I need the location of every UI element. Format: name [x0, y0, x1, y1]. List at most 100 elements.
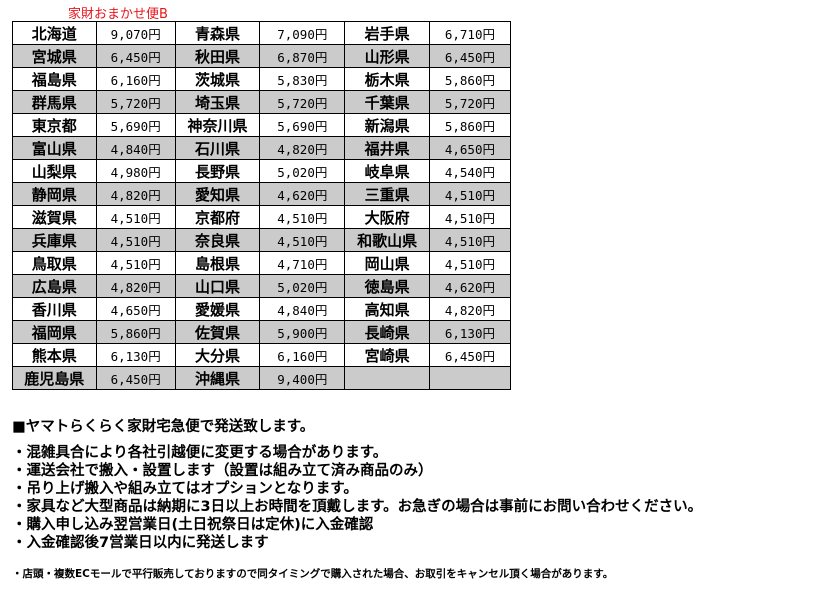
price-cell: 4,510円	[428, 182, 512, 206]
prefecture-cell: 福井県	[344, 136, 430, 160]
price-cell: 6,450円	[428, 343, 512, 367]
price-cell: 4,820円	[428, 297, 512, 321]
price-cell: 4,510円	[428, 205, 512, 229]
prefecture-cell: 福岡県	[12, 320, 97, 344]
note-item: ・運送会社で搬入・設置します（設置は組み立て済み商品のみ）	[12, 463, 433, 479]
prefecture-cell: 福島県	[12, 67, 97, 91]
prefecture-cell: 富山県	[12, 136, 97, 160]
price-cell: 9,400円	[259, 366, 346, 390]
price-cell: 5,720円	[95, 90, 176, 114]
prefecture-cell: 新潟県	[344, 113, 430, 137]
table-row: 北海道 9,070円 青森県 7,090円 岩手県 6,710円	[12, 21, 512, 45]
prefecture-cell: 長崎県	[344, 320, 430, 344]
prefecture-cell: 山形県	[344, 44, 430, 68]
note-item: ・混雑具合により各社引越便に変更する場合があります。	[12, 445, 388, 461]
prefecture-cell: 秋田県	[174, 44, 261, 68]
prefecture-cell: 鳥取県	[12, 251, 97, 275]
price-cell: 6,160円	[259, 343, 346, 367]
prefecture-cell: 宮崎県	[344, 343, 430, 367]
price-cell: 5,020円	[259, 159, 346, 183]
price-cell: 5,020円	[259, 274, 346, 298]
prefecture-cell: 青森県	[174, 21, 261, 45]
price-cell: 5,860円	[95, 320, 176, 344]
price-cell: 4,510円	[259, 228, 346, 252]
note-item: ・入金確認後7営業日以内に発送します	[12, 535, 269, 551]
prefecture-cell: 岡山県	[344, 251, 430, 275]
table-row: 滋賀県 4,510円 京都府 4,510円 大阪府 4,510円	[12, 205, 512, 229]
price-cell: 4,650円	[428, 136, 512, 160]
note-item: ・家具など大型商品は納期に3日以上お時間を頂戴します。お急ぎの場合は事前にお問い…	[12, 499, 703, 515]
table-row: 静岡県 4,820円 愛知県 4,620円 三重県 4,510円	[12, 182, 512, 206]
table-row: 熊本県 6,130円 大分県 6,160円 宮崎県 6,450円	[12, 343, 512, 367]
prefecture-cell: 和歌山県	[344, 228, 430, 252]
table-row: 兵庫県 4,510円 奈良県 4,510円 和歌山県 4,510円	[12, 228, 512, 252]
prefecture-cell: 高知県	[344, 297, 430, 321]
price-cell: 4,820円	[259, 136, 346, 160]
prefecture-cell: 奈良県	[174, 228, 261, 252]
prefecture-cell: 茨城県	[174, 67, 261, 91]
price-cell: 5,720円	[428, 90, 512, 114]
price-cell: 4,620円	[259, 182, 346, 206]
prefecture-cell: 島根県	[174, 251, 261, 275]
table-row: 富山県 4,840円 石川県 4,820円 福井県 4,650円	[12, 136, 512, 160]
price-cell: 5,860円	[428, 113, 512, 137]
table-row: 山梨県 4,980円 長野県 5,020円 岐阜県 4,540円	[12, 159, 512, 183]
price-cell: 5,720円	[259, 90, 346, 114]
table-row: 福島県 6,160円 茨城県 5,830円 栃木県 5,860円	[12, 67, 512, 91]
note-item: ・吊り上げ搬入や組み立てはオプションとなります。	[12, 481, 358, 497]
prefecture-cell: 徳島県	[344, 274, 430, 298]
prefecture-cell: 山梨県	[12, 159, 97, 183]
price-cell: 9,070円	[95, 21, 176, 45]
prefecture-cell: 滋賀県	[12, 205, 97, 229]
table-row: 福岡県 5,860円 佐賀県 5,900円 長崎県 6,130円	[12, 320, 512, 344]
price-cell: 5,690円	[95, 113, 176, 137]
price-cell: 4,510円	[95, 251, 176, 275]
prefecture-cell: 熊本県	[12, 343, 97, 367]
prefecture-cell: 沖縄県	[174, 366, 261, 390]
price-cell: 4,510円	[428, 228, 512, 252]
price-cell: 6,160円	[95, 67, 176, 91]
price-cell: 4,650円	[95, 297, 176, 321]
price-cell: 4,840円	[259, 297, 346, 321]
price-cell: 4,620円	[428, 274, 512, 298]
prefecture-cell: 岩手県	[344, 21, 430, 45]
price-cell: 6,130円	[428, 320, 512, 344]
price-cell: 4,510円	[259, 205, 346, 229]
price-cell: 4,510円	[95, 205, 176, 229]
price-cell: 4,980円	[95, 159, 176, 183]
prefecture-cell: 栃木県	[344, 67, 430, 91]
shipping-notes: ■ヤマトらくらく家財宅急便で発送致します。 ・混雑具合により各社引越便に変更する…	[12, 415, 702, 581]
prefecture-cell: 山口県	[174, 274, 261, 298]
prefecture-cell: 三重県	[344, 182, 430, 206]
price-cell: 6,450円	[95, 366, 176, 390]
prefecture-cell: 大分県	[174, 343, 261, 367]
price-cell: 4,510円	[428, 251, 512, 275]
prefecture-cell: 北海道	[12, 21, 97, 45]
table-caption: 家財おまかせ便B	[68, 7, 168, 22]
prefecture-cell: 佐賀県	[174, 320, 261, 344]
prefecture-cell: 京都府	[174, 205, 261, 229]
prefecture-cell: 岐阜県	[344, 159, 430, 183]
price-cell: 4,840円	[95, 136, 176, 160]
table-row: 広島県 4,820円 山口県 5,020円 徳島県 4,620円	[12, 274, 512, 298]
price-cell: 4,540円	[428, 159, 512, 183]
table-row: 東京都 5,690円 神奈川県 5,690円 新潟県 5,860円	[12, 113, 512, 137]
price-cell: 5,690円	[259, 113, 346, 137]
price-cell: 4,510円	[95, 228, 176, 252]
prefecture-cell: 広島県	[12, 274, 97, 298]
price-cell: 6,450円	[95, 44, 176, 68]
notes-heading: ■ヤマトらくらく家財宅急便で発送致します。	[12, 419, 315, 435]
prefecture-cell: 宮城県	[12, 44, 97, 68]
price-cell: 5,860円	[428, 67, 512, 91]
price-cell: 6,450円	[428, 44, 512, 68]
price-cell: 6,710円	[428, 21, 512, 45]
prefecture-cell: 鹿児島県	[12, 366, 97, 390]
prefecture-cell: 大阪府	[344, 205, 430, 229]
table-row: 群馬県 5,720円 埼玉県 5,720円 千葉県 5,720円	[12, 90, 512, 114]
price-cell: 6,870円	[259, 44, 346, 68]
price-cell: 4,820円	[95, 274, 176, 298]
table-row: 鳥取県 4,510円 島根県 4,710円 岡山県 4,510円	[12, 251, 512, 275]
prefecture-cell: 愛媛県	[174, 297, 261, 321]
prefecture-cell: 石川県	[174, 136, 261, 160]
prefecture-cell: 東京都	[12, 113, 97, 137]
